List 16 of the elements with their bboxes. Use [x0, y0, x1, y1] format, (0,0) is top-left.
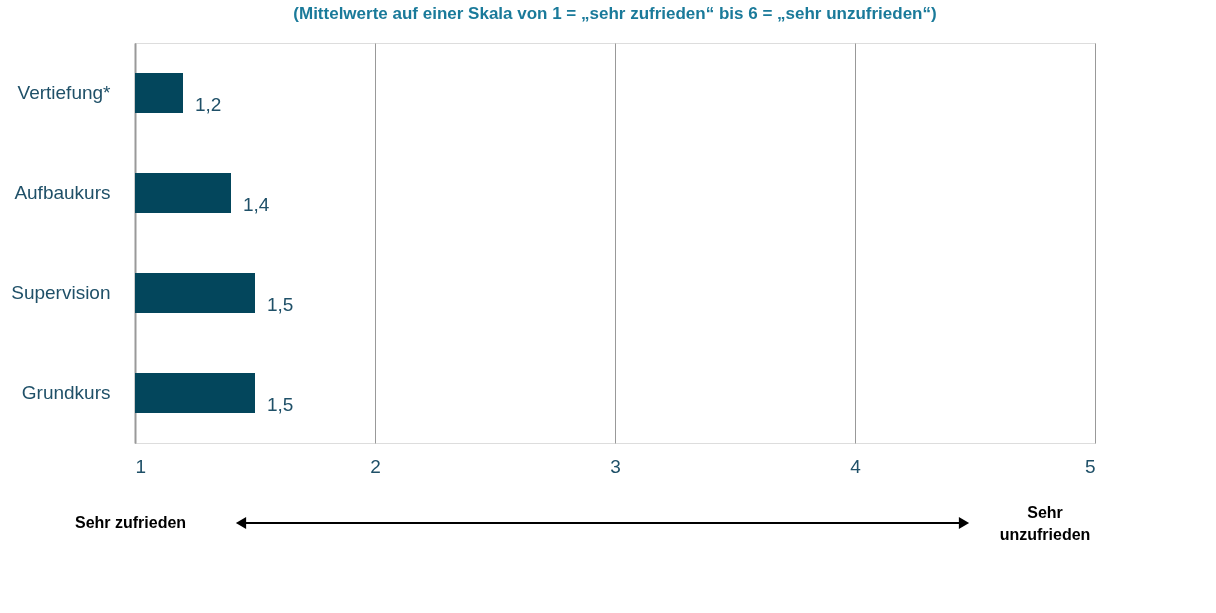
x-tick-label: 1 — [135, 455, 147, 477]
x-tick-label: 5 — [1084, 455, 1096, 477]
data-label: 1,5 — [267, 394, 294, 415]
x-tick-label: 3 — [610, 455, 621, 477]
y-tick-label: Grundkurs — [21, 382, 111, 403]
y-tick-label: Supervision — [11, 282, 111, 303]
x-tick-label: 2 — [370, 455, 381, 477]
y-tick-label: Aufbaukurs — [14, 182, 111, 203]
data-label: 1,2 — [195, 94, 222, 115]
text: Sehr unzufrieden — [999, 504, 1091, 543]
text: Sehr zufrieden — [75, 514, 187, 531]
data-label: 1,5 — [267, 294, 294, 315]
y-tick-label: Vertiefung* — [17, 82, 112, 103]
x-tick-label: 4 — [850, 455, 862, 477]
chart-subtitle: (Mittelwerte auf einer Skala von 1 = „sehr zufrieden“ bis 6 = „sehr unzufrieden“) — [293, 4, 937, 23]
data-label: 1,4 — [243, 194, 270, 215]
